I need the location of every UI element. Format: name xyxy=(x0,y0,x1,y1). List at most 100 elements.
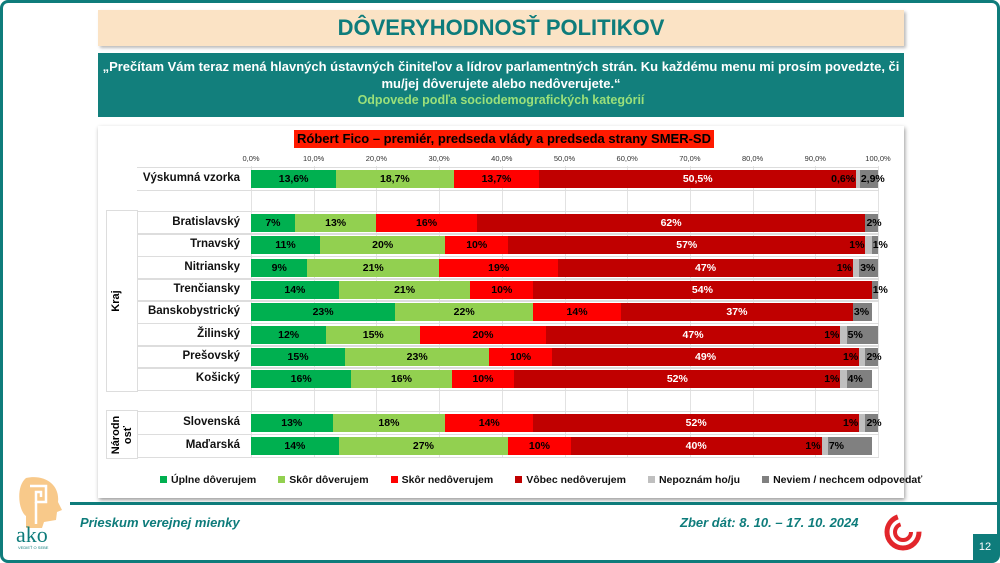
bar-value-label: 2,9% xyxy=(860,173,885,185)
x-tick-label: 40,0% xyxy=(491,154,513,163)
bar-segment: 14% xyxy=(251,281,339,299)
row-label: Nitriansky xyxy=(184,261,240,273)
bar-segment: 1% xyxy=(805,437,828,455)
bar-value-label: 1% xyxy=(872,284,888,296)
legend-label: Vôbec nedôverujem xyxy=(526,474,626,486)
bar-segment: 47% xyxy=(545,326,841,344)
bar-segment: 14% xyxy=(533,303,621,321)
bar-segment: 62% xyxy=(476,214,866,232)
row-divider xyxy=(137,301,879,302)
brand-swirl-icon xyxy=(884,513,922,551)
bar-value-label: 1% xyxy=(872,239,888,251)
bar-segment: 1% xyxy=(849,236,872,254)
legend-swatch xyxy=(390,476,398,483)
bar-value-label: 1% xyxy=(849,239,865,251)
x-tick-label: 90,0% xyxy=(804,154,826,163)
bar-segment: 21% xyxy=(338,281,471,299)
bar-segment: 10% xyxy=(451,370,515,388)
row-divider xyxy=(137,256,879,257)
chart-title: Róbert Fico – premiér, predseda vlády a … xyxy=(294,130,714,148)
row-divider xyxy=(137,233,879,234)
bar-segment: 16% xyxy=(376,214,477,232)
x-tick-label: 100,0% xyxy=(865,154,891,163)
row-divider xyxy=(137,279,879,280)
bar-segment: 52% xyxy=(533,414,860,432)
footer-divider xyxy=(70,502,1000,505)
bar-segment: 1% xyxy=(824,326,847,344)
legend-label: Úplne dôverujem xyxy=(171,474,257,486)
bar-segment: 1% xyxy=(824,370,847,388)
bar-value-label: 2% xyxy=(866,217,882,229)
bar-segment: 1% xyxy=(871,236,888,254)
bar-segment: 13,6% xyxy=(251,170,337,188)
bar-segment: 18,7% xyxy=(336,170,454,188)
legend-item: Úplne dôverujem xyxy=(160,474,256,486)
legend-swatch xyxy=(515,476,523,483)
bar-segment: 4% xyxy=(846,370,872,388)
row-label: Bratislavský xyxy=(172,216,240,228)
row-label: Trenčiansky xyxy=(173,283,240,295)
row-divider xyxy=(137,300,879,301)
bar-segment: 14% xyxy=(251,437,339,455)
bar-segment: 9% xyxy=(251,259,308,277)
bar-segment: 47% xyxy=(558,259,853,277)
bar-value-label: 4% xyxy=(847,373,863,385)
legend-item: Neviem / nechcem odpovedať xyxy=(762,474,922,486)
legend-label: Nepoznám ho/ju xyxy=(658,474,741,486)
row-divider xyxy=(137,323,879,324)
bar-value-label: 3% xyxy=(860,262,876,274)
x-tick-label: 30,0% xyxy=(428,154,450,163)
row-divider xyxy=(137,167,879,168)
row-divider xyxy=(137,457,879,458)
svg-text:ako: ako xyxy=(16,522,48,547)
bar-value-label: 2% xyxy=(866,351,882,363)
bar-segment: 22% xyxy=(395,303,534,321)
row-label: Výskumná vzorka xyxy=(142,172,240,184)
bar-segment: 13% xyxy=(251,414,333,432)
bar-segment: 1% xyxy=(837,259,860,277)
bar-segment: 16% xyxy=(251,370,352,388)
bar-segment: 23% xyxy=(251,303,396,321)
legend-label: Skôr dôverujem xyxy=(289,474,369,486)
row-divider xyxy=(137,211,879,212)
row-divider xyxy=(137,234,879,235)
bar-segment: 13% xyxy=(294,214,377,232)
row-divider xyxy=(137,190,879,191)
footer-survey-label: Prieskum verejnej mienky xyxy=(80,515,240,530)
bar-segment: 57% xyxy=(508,236,866,254)
bar-segment: 11% xyxy=(251,236,320,254)
legend-label: Neviem / nechcem odpovedať xyxy=(773,474,923,486)
bar-value-label: 1% xyxy=(824,329,840,341)
bar-segment: 15% xyxy=(251,348,346,366)
bar-segment: 12% xyxy=(251,326,327,344)
legend-label: Skôr nedôverujem xyxy=(401,474,494,486)
row-divider xyxy=(137,278,879,279)
ako-logo: ako VEDIEŤ O SEBE xyxy=(16,477,62,550)
bar-segment: 13,7% xyxy=(453,170,540,188)
legend-item: Skôr nedôverujem xyxy=(390,474,494,486)
bar-value-label: 1% xyxy=(805,440,821,452)
row-label: Slovenská xyxy=(183,416,240,428)
bar-value-label: 5% xyxy=(847,329,863,341)
bar-segment: 3% xyxy=(852,303,872,321)
row-divider xyxy=(137,434,879,435)
row-divider xyxy=(137,346,879,347)
bar-segment: 7% xyxy=(251,214,295,232)
bar-segment: 20% xyxy=(420,326,546,344)
bar-value-label: 1% xyxy=(843,351,859,363)
legend-swatch xyxy=(762,476,770,483)
row-divider xyxy=(137,368,879,369)
bar-segment: 14% xyxy=(445,414,534,432)
row-label: Banskobystrický xyxy=(147,305,240,317)
x-tick-label: 70,0% xyxy=(679,154,701,163)
bar-segment: 20% xyxy=(319,236,446,254)
bar-segment: 15% xyxy=(326,326,421,344)
bar-segment: 7% xyxy=(827,437,872,455)
bar-segment: 49% xyxy=(551,348,860,366)
bar-segment: 3% xyxy=(859,259,878,277)
legend-swatch xyxy=(160,476,167,483)
bar-segment: 54% xyxy=(533,281,872,299)
bar-value-label: 7% xyxy=(828,440,845,452)
bar-segment: 21% xyxy=(307,259,440,277)
